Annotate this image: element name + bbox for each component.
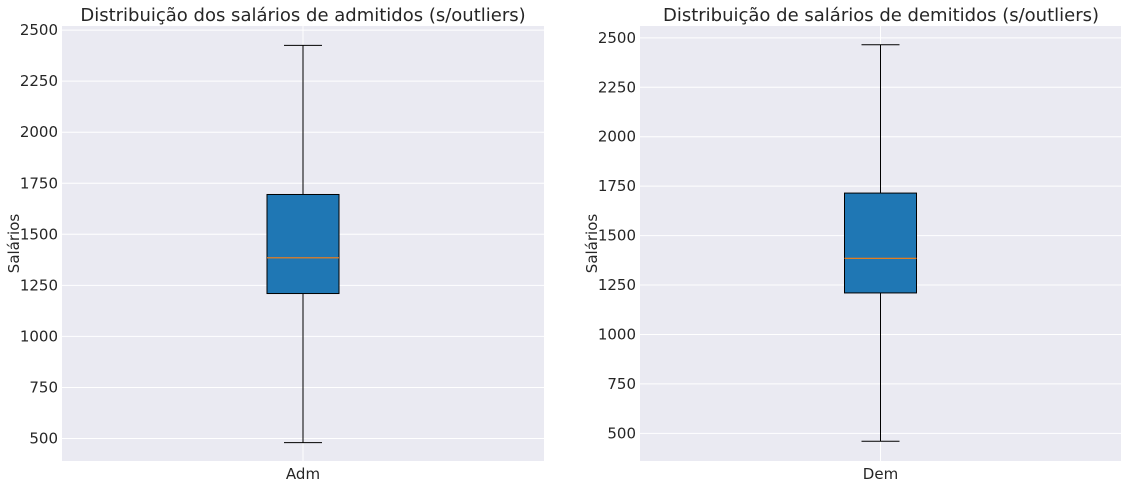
chart-title: Distribuição de salários de demitidos (s…: [663, 5, 1099, 26]
chart-title: Distribuição dos salários de admitidos (…: [80, 5, 525, 26]
box-iqr: [266, 193, 340, 295]
y-tick-label: 2500: [20, 21, 58, 39]
y-tick-label: 1750: [20, 174, 58, 192]
y-tick-label: 1750: [598, 177, 636, 195]
y-tick-label: 2250: [598, 78, 636, 96]
x-tick-label: Dem: [863, 465, 898, 483]
y-tick-label: 2000: [598, 128, 636, 146]
y-tick-label: 1500: [20, 225, 58, 243]
y-tick-label: 2250: [20, 72, 58, 90]
box-iqr: [844, 192, 917, 294]
y-tick-label: 750: [607, 375, 636, 393]
y-tick-label: 1500: [598, 227, 636, 245]
x-tick-label: Adm: [286, 465, 320, 483]
y-tick-label: 1250: [598, 276, 636, 294]
y-tick-label: 1250: [20, 276, 58, 294]
y-tick-label: 500: [29, 430, 58, 448]
y-tick-label: 1000: [598, 325, 636, 343]
y-tick-label: 500: [607, 424, 636, 442]
y-tick-label: 750: [29, 378, 58, 396]
y-tick-label: 2500: [598, 29, 636, 47]
y-axis-label: Salários: [583, 214, 601, 274]
y-axis-label: Salários: [5, 214, 23, 274]
y-tick-label: 2000: [20, 123, 58, 141]
y-tick-label: 1000: [20, 327, 58, 345]
